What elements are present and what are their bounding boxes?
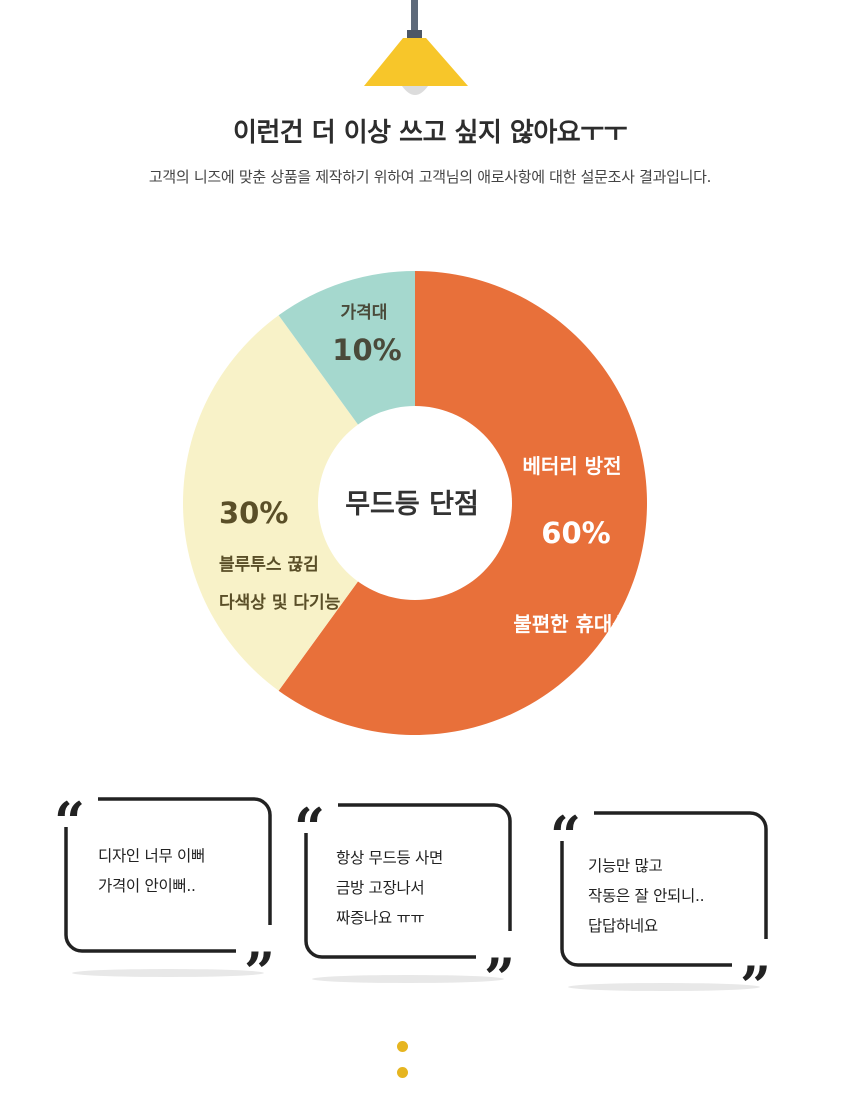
testimonial-line: 가격이 안이뻐.. — [98, 877, 196, 895]
donut-hole — [318, 406, 512, 600]
testimonial-line: 답답하네요 — [588, 917, 658, 935]
slice-label: 베터리 방전 — [523, 454, 622, 478]
testimonial-line: 항상 무드등 사면 — [336, 849, 443, 867]
page-subtitle: 고객의 니즈에 맞춘 상품을 제작하기 위하여 고객님의 애로사항에 대한 설문… — [148, 168, 712, 186]
pie-slice — [182, 315, 415, 691]
slice-label: 다색상 및 다기능 — [219, 593, 341, 613]
testimonial-line: 디자인 너무 이뻐 — [98, 847, 205, 865]
open-quote-icon: “ — [294, 796, 325, 860]
slice-value-label: 10% — [332, 333, 401, 367]
pagination-dot — [397, 1067, 408, 1078]
slice-label: 블루투스 끊김 — [219, 555, 319, 575]
testimonial-line: 금방 고장나서 — [336, 879, 425, 897]
testimonial-line: 짜증나요 ㅠㅠ — [336, 909, 425, 927]
testimonial-line: 작동은 잘 안되니.. — [588, 887, 705, 905]
slice-value-label: 30% — [219, 496, 288, 530]
close-quote-icon: ” — [484, 946, 515, 995]
close-quote-icon: ” — [244, 940, 275, 989]
testimonial-line: 기능만 많고 — [588, 857, 663, 875]
open-quote-icon: “ — [550, 804, 581, 868]
lamp-icon — [364, 0, 468, 95]
pagination-dot — [397, 1041, 408, 1052]
slice-label: 불편한 휴대성 — [513, 612, 630, 636]
slice-value-label: 60% — [541, 516, 610, 550]
page-title: 이런건 더 이상 쓰고 싶지 않아요ㅜㅜ — [232, 118, 628, 148]
open-quote-icon: “ — [54, 790, 85, 854]
close-quote-icon: ” — [740, 954, 771, 1003]
chart-title: 무드등 단점 — [345, 489, 479, 520]
slice-label: 가격대 — [341, 303, 388, 323]
